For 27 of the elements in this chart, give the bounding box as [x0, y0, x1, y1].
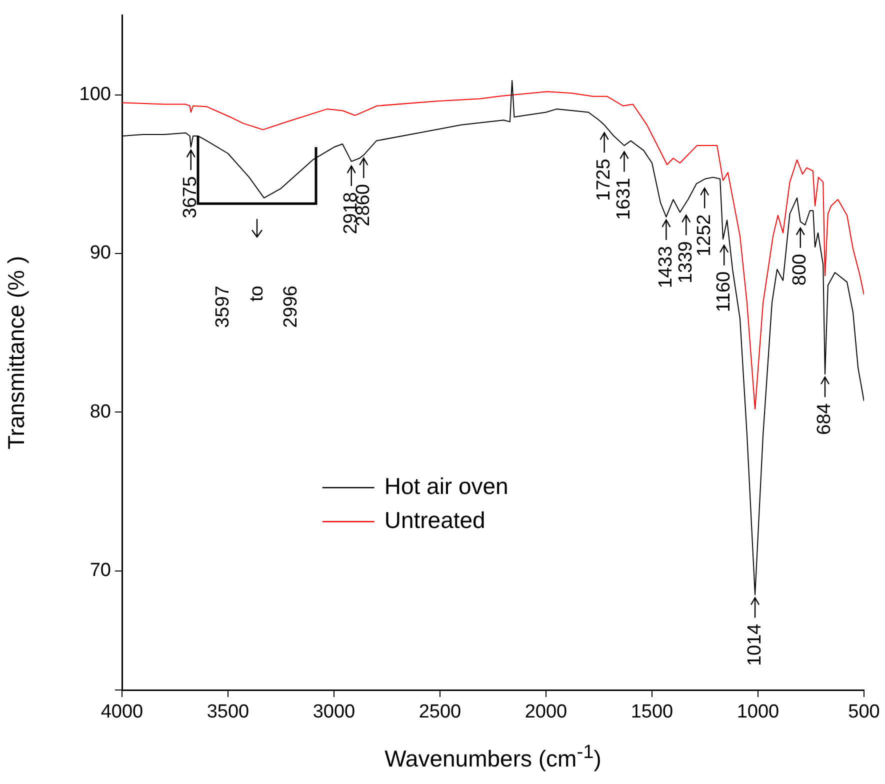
annotation: 1339 — [675, 241, 696, 284]
y-tick-label: 100 — [79, 84, 111, 105]
x-tick-label: 500 — [848, 702, 880, 723]
annotation: 684 — [814, 402, 836, 435]
x-tick-label: 3000 — [312, 702, 356, 723]
x-tick-label: 2000 — [524, 702, 568, 723]
legend-label: Hot air oven — [384, 472, 508, 499]
x-tick-label: 3500 — [206, 702, 250, 723]
annotation: 1725 — [594, 158, 615, 201]
y-tick-label: 90 — [90, 242, 111, 264]
x-tick-label: 1000 — [736, 702, 780, 723]
y-tick-label: 70 — [90, 560, 111, 582]
annotation: 3675 — [180, 176, 202, 218]
annotation: 1433 — [655, 246, 676, 288]
annotation: 1160 — [713, 271, 734, 312]
x-axis-title: Wavenumbers (cm$^{-1}$) — [384, 742, 602, 773]
legend-label: Untreated — [384, 506, 486, 533]
annotation: 1252 — [694, 214, 715, 257]
annotation: 800 — [790, 254, 811, 286]
y-tick-label: 80 — [90, 401, 111, 422]
annotation: 1631 — [613, 178, 634, 220]
x-tick-label: 4000 — [100, 702, 144, 723]
x-tick-label: 1500 — [630, 702, 674, 723]
annotation: 3597 to 2996 — [212, 286, 302, 328]
x-tick-label: 2500 — [418, 702, 462, 723]
y-axis-title: Transmittance (% ) — [3, 256, 30, 450]
annotation: 1014 — [744, 623, 766, 666]
